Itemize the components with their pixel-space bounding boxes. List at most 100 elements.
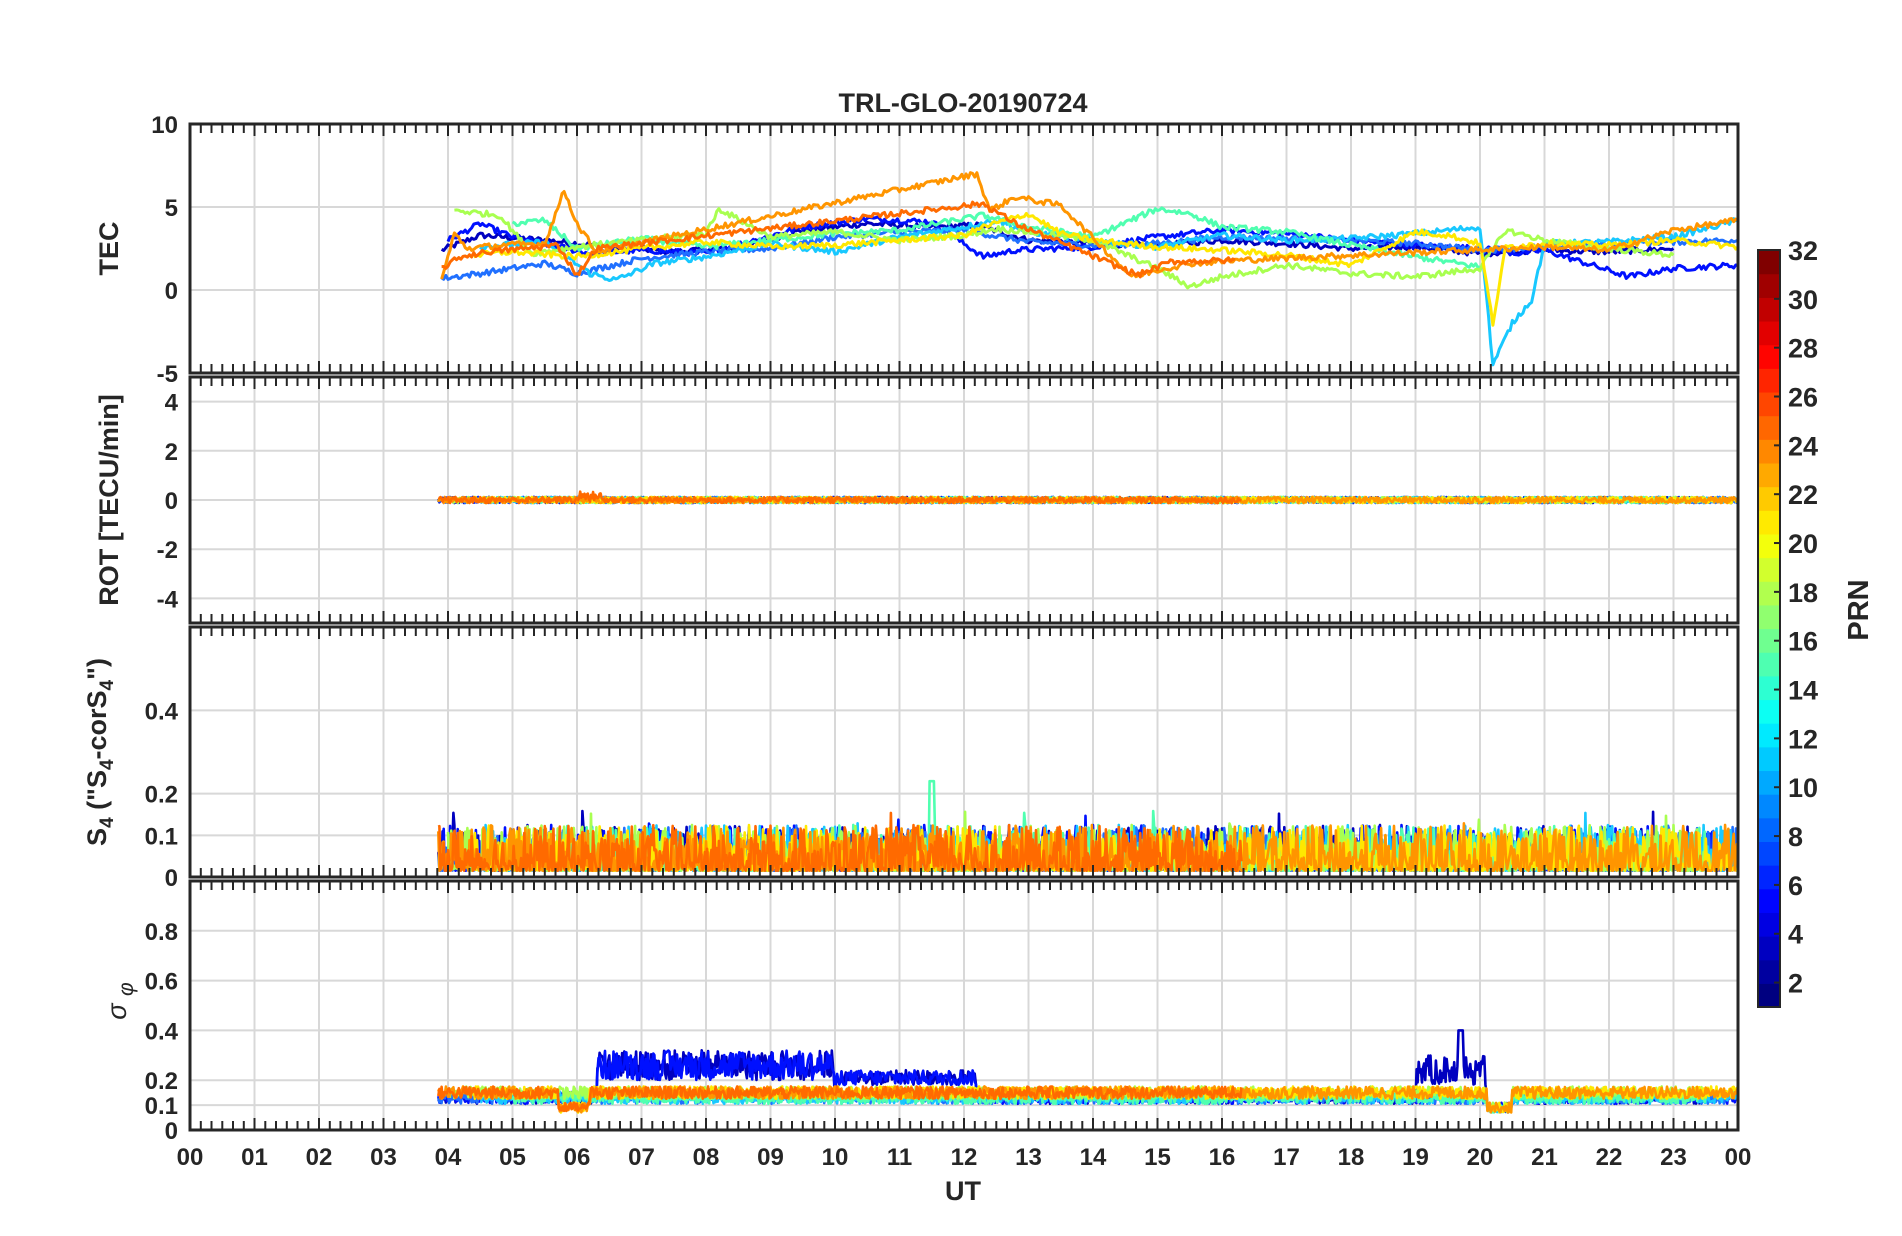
colorbar-segment — [1758, 936, 1780, 961]
colorbar-label: PRN — [1843, 579, 1875, 640]
series-group-s4 — [437, 779, 1738, 872]
series-line-24 — [437, 1085, 1243, 1113]
colorbar-segment — [1758, 699, 1780, 724]
colorbar-segment — [1758, 273, 1780, 298]
series-line-15 — [511, 206, 1481, 269]
colorbar-tick-label: 10 — [1788, 773, 1818, 803]
x-tick-label: 13 — [1015, 1144, 1042, 1171]
x-tick-label: 23 — [1660, 1144, 1687, 1171]
x-tick-label: 04 — [435, 1144, 462, 1171]
x-tick-label: 15 — [1144, 1144, 1171, 1171]
colorbar-segment — [1758, 297, 1780, 322]
x-tick-marks — [189, 881, 1739, 1130]
colorbar-segment — [1758, 770, 1780, 795]
colorbar-segment — [1758, 888, 1780, 913]
colorbar-tick-label: 26 — [1788, 383, 1818, 413]
colorbar-segment — [1758, 841, 1780, 866]
y-axis-label: TEC — [94, 222, 124, 276]
x-tick-label: 03 — [370, 1144, 397, 1171]
colorbar-segment — [1758, 959, 1780, 984]
x-tick-label: 17 — [1273, 1144, 1300, 1171]
colorbar-segment — [1758, 533, 1780, 559]
x-tick-label: 00 — [177, 1144, 204, 1171]
y-axis-label: ROT [TECU/min] — [94, 394, 124, 605]
y-tick-label: 0.6 — [145, 969, 178, 996]
x-axis: 00 01 02 03 04 05 06 07 08 09 10 11 12 13 14 15 16 17 18 19… — [177, 1144, 1752, 1171]
x-tick-label: 20 — [1467, 1144, 1494, 1171]
colorbar-segment — [1758, 794, 1780, 819]
x-tick-label: 08 — [693, 1144, 720, 1171]
y-tick-label: 5 — [165, 195, 178, 222]
x-tick-label: 07 — [628, 1144, 655, 1171]
colorbar-tick-label: 8 — [1788, 822, 1803, 852]
panel-s4: 0 0.1 0.2 0.4 S4 ("S4-corS4") — [82, 625, 1740, 892]
y-tick-label: -5 — [157, 361, 178, 388]
colorbar-segment — [1758, 368, 1780, 393]
y-tick-label: 0.1 — [145, 823, 178, 850]
series-line-24 — [441, 200, 1236, 279]
colorbar-segment — [1758, 415, 1780, 440]
colorbar-tick-label: 12 — [1788, 724, 1818, 754]
series-group-tec — [440, 171, 1738, 367]
colorbar-frame — [1757, 249, 1781, 1008]
y-axis-label: S4 ("S4-corS4") — [82, 658, 118, 846]
colorbar-tick-label: 32 — [1788, 236, 1818, 266]
x-tick-label: 02 — [306, 1144, 333, 1171]
y-tick-label: 0.2 — [145, 1068, 178, 1095]
x-tick-label: 21 — [1531, 1144, 1558, 1171]
colorbar-tick-label: 6 — [1788, 871, 1803, 901]
colorbar-segment — [1758, 675, 1780, 701]
x-tick-label: 11 — [887, 1144, 912, 1171]
colorbar-segment — [1758, 391, 1780, 417]
colorbar-segment — [1758, 510, 1780, 535]
y-tick-label: 0.8 — [145, 919, 178, 946]
y-tick-label: 10 — [151, 112, 178, 139]
y-axis-label: σ φ — [102, 982, 138, 1020]
x-tick-marks — [189, 124, 1739, 373]
chart-title: TRL-GLO-20190724 — [838, 88, 1087, 118]
colorbar-segment — [1758, 983, 1780, 1008]
colorbar-segment — [1758, 486, 1780, 511]
colorbar-segment — [1758, 912, 1780, 937]
x-tick-label: 06 — [564, 1144, 591, 1171]
colorbar-segment — [1758, 628, 1780, 653]
colorbar-segment — [1758, 746, 1780, 772]
colorbar-tick-label: 14 — [1788, 676, 1818, 706]
y-tick-label: 0 — [165, 278, 178, 305]
series-group-rot — [437, 490, 1738, 505]
colorbar-tick-label: 18 — [1788, 578, 1818, 608]
y-tick-label: 0 — [165, 1118, 178, 1145]
x-tick-label: 12 — [951, 1144, 978, 1171]
colorbar-segment — [1758, 250, 1780, 275]
series-line-4 — [446, 215, 1738, 280]
colorbar-tick-label: 16 — [1788, 627, 1818, 657]
colorbar-tick-label: 22 — [1788, 480, 1818, 510]
x-tick-label: 16 — [1209, 1144, 1236, 1171]
y-tick-label: -4 — [157, 586, 179, 613]
series-line-24 — [437, 490, 1242, 505]
panel-rot: -4 -2 0 2 4 ROT [TECU/min] — [94, 375, 1740, 625]
colorbar-tick-label: 24 — [1788, 431, 1818, 461]
y-tick-label: 0.4 — [145, 1018, 179, 1045]
x-tick-label: 22 — [1596, 1144, 1623, 1171]
colorbar-segment — [1758, 581, 1780, 606]
series-line-23 — [437, 822, 1738, 872]
y-tick-label: 0 — [165, 488, 178, 515]
x-tick-marks — [189, 377, 1739, 623]
y-tick-label: 0.4 — [145, 698, 179, 725]
y-tick-label: 0.2 — [145, 782, 178, 809]
colorbar-segment — [1758, 652, 1780, 677]
y-tick-label: -2 — [157, 537, 178, 564]
x-tick-marks — [189, 627, 1739, 877]
y-tick-label: 4 — [165, 390, 179, 417]
y-tick-label: 0 — [165, 865, 178, 892]
x-tick-label: 00 — [1725, 1144, 1752, 1171]
x-tick-label: 19 — [1402, 1144, 1429, 1171]
panel-sigma_phi: 00.10.2 0.4 0.6 0.8 σ φ — [102, 879, 1740, 1145]
colorbar-segment — [1758, 723, 1780, 748]
colorbar-segment — [1758, 439, 1780, 464]
x-tick-label: 10 — [822, 1144, 849, 1171]
colorbar-tick-label: 4 — [1788, 920, 1803, 950]
x-tick-label: 18 — [1338, 1144, 1365, 1171]
